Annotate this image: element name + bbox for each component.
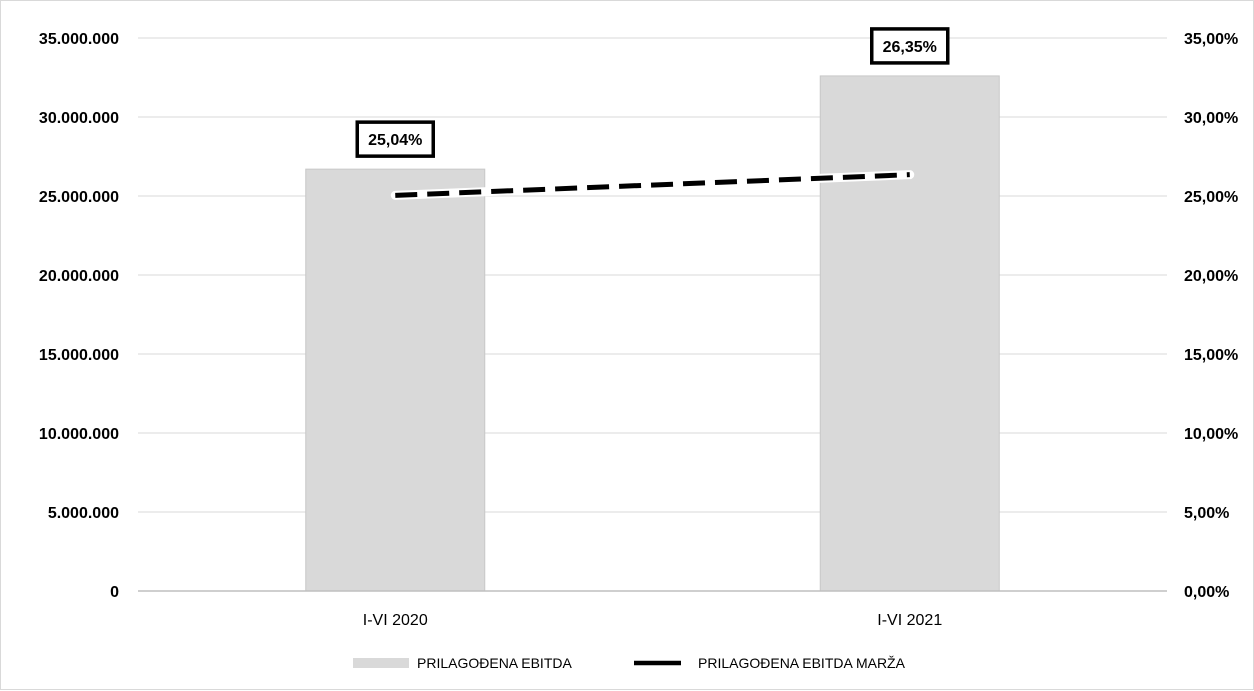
x-tick-label: I-VI 2020 <box>363 612 428 629</box>
y-left-tick-label: 10.000.000 <box>39 426 119 443</box>
y-right-tick-label: 20,00% <box>1184 268 1238 285</box>
bar <box>305 168 486 592</box>
y-right-tick-label: 15,00% <box>1184 347 1238 364</box>
series-line <box>395 172 910 198</box>
y-left-tick-label: 15.000.000 <box>39 347 119 364</box>
y-right-tick-label: 35,00% <box>1184 31 1238 48</box>
y-right-tick-label: 25,00% <box>1184 189 1238 206</box>
legend-label: PRILAGOĐENA EBITDA <box>417 655 572 671</box>
data-label-box <box>870 27 950 65</box>
x-tick-label: I-VI 2021 <box>877 612 942 629</box>
data-label-box <box>355 120 435 158</box>
y-left-tick-label: 25.000.000 <box>39 189 119 206</box>
data-label: 25,04% <box>368 132 422 149</box>
y-left-tick-label: 35.000.000 <box>39 31 119 48</box>
legend-swatch-bar <box>353 658 409 668</box>
y-right-tick-label: 5,00% <box>1184 505 1229 522</box>
bar <box>819 75 1000 592</box>
y-right-tick-label: 30,00% <box>1184 110 1238 127</box>
legend-label: PRILAGOĐENA EBITDA MARŽA <box>698 655 906 671</box>
y-right-tick-label: 10,00% <box>1184 426 1238 443</box>
y-left-tick-label: 5.000.000 <box>48 505 119 522</box>
y-left-tick-label: 0 <box>110 584 119 601</box>
data-label: 26,35% <box>883 39 937 56</box>
y-left-tick-label: 20.000.000 <box>39 268 119 285</box>
y-right-tick-label: 0,00% <box>1184 584 1229 601</box>
y-left-tick-label: 30.000.000 <box>39 110 119 127</box>
